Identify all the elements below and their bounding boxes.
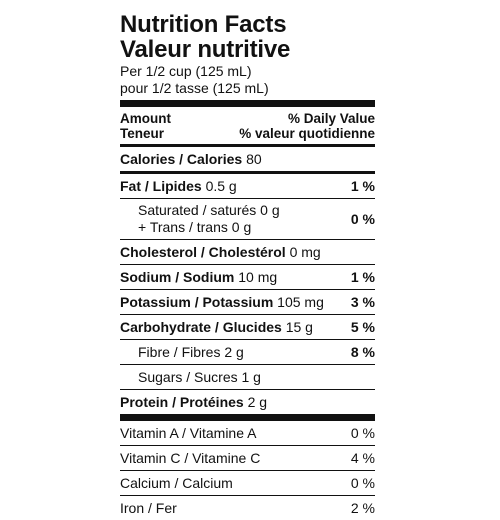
fat-daily-value: 1 %: [350, 178, 375, 194]
carbohydrate-label: Carbohydrate / Glucides: [120, 319, 282, 335]
potassium-row: Potassium / Potassium 105 mg 3 %: [120, 290, 375, 314]
protein-row: Protein / Protéines 2 g: [120, 390, 375, 414]
protein-amount: 2 g: [247, 394, 268, 410]
divider: [120, 171, 375, 174]
fibre-row: Fibre / Fibres 2 g 8 %: [120, 340, 375, 364]
divider: [120, 198, 375, 199]
serving-size-french: pour 1/2 tasse (125 mL): [120, 80, 269, 96]
title-english: Nutrition Facts: [120, 11, 287, 38]
fat-amount: 0.5 g: [205, 178, 237, 194]
fibre-daily-value: 8 %: [350, 344, 375, 360]
saturated-trans-daily-value: 0 %: [350, 211, 375, 227]
carbohydrate-daily-value: 5 %: [350, 319, 375, 335]
vitamin-c-label: Vitamin C / Vitamine C: [120, 450, 261, 466]
sugars-label: Sugars / Sucres: [138, 369, 238, 385]
protein-label: Protein / Protéines: [120, 394, 244, 410]
calcium-daily-value: 0 %: [350, 475, 375, 491]
sodium-label: Sodium / Sodium: [120, 269, 235, 285]
divider: [120, 364, 375, 365]
serving-size-english: Per 1/2 cup (125 mL): [120, 63, 252, 79]
title-french: Valeur nutritive: [120, 36, 291, 63]
divider: [120, 289, 375, 290]
nutrition-facts-label: Nutrition Facts Valeur nutritive Per 1/2…: [120, 12, 375, 520]
sugars-row: Sugars / Sucres 1 g: [120, 365, 375, 389]
amount-header: Amount Teneur: [120, 111, 171, 141]
trans-fat-label: + Trans / trans 0 g: [138, 219, 252, 235]
calories-row: Calories / Calories 80: [120, 147, 375, 171]
vitamin-a-row: Vitamin A / Vitamine A 0 %: [120, 421, 375, 445]
sugars-amount: 1 g: [241, 369, 261, 385]
daily-value-header-french: % valeur quotidienne: [239, 126, 375, 141]
potassium-label: Potassium / Potassium: [120, 294, 274, 310]
carbohydrate-amount: 15 g: [285, 319, 313, 335]
saturated-trans-row: Saturated / saturés 0 g + Trans / trans …: [120, 199, 375, 239]
fibre-amount: 2 g: [224, 344, 244, 360]
cholesterol-row: Cholesterol / Cholestérol 0 mg: [120, 240, 375, 264]
amount-header-french: Teneur: [120, 126, 165, 141]
divider: [120, 144, 375, 147]
vitamin-c-daily-value: 4 %: [350, 450, 375, 466]
fat-row: Fat / Lipides 0.5 g 1 %: [120, 174, 375, 198]
divider: [120, 389, 375, 390]
calories-amount: 80: [246, 151, 262, 167]
divider: [120, 470, 375, 471]
vitamin-a-label: Vitamin A / Vitamine A: [120, 425, 257, 441]
amount-header-english: Amount: [120, 111, 171, 126]
fibre-label: Fibre / Fibres: [138, 344, 221, 360]
fat-label: Fat / Lipides: [120, 178, 202, 194]
cholesterol-amount: 0 mg: [289, 244, 321, 260]
divider: [120, 314, 375, 315]
vitamin-a-daily-value: 0 %: [350, 425, 375, 441]
divider: [120, 445, 375, 446]
potassium-amount: 105 mg: [277, 294, 324, 310]
thick-divider: [120, 414, 375, 421]
sodium-daily-value: 1 %: [350, 269, 375, 285]
saturated-fat-label: Saturated / saturés 0 g: [138, 202, 280, 218]
divider: [120, 239, 375, 240]
divider: [120, 339, 375, 340]
calories-label: Calories / Calories: [120, 151, 243, 167]
potassium-daily-value: 3 %: [350, 294, 375, 310]
daily-value-header: % Daily Value % valeur quotidienne: [239, 111, 375, 141]
iron-daily-value: 2 %: [350, 500, 375, 516]
cholesterol-label: Cholesterol / Cholestérol: [120, 244, 286, 260]
divider: [120, 495, 375, 496]
carbohydrate-row: Carbohydrate / Glucides 15 g 5 %: [120, 315, 375, 339]
calcium-row: Calcium / Calcium 0 %: [120, 471, 375, 495]
sodium-row: Sodium / Sodium 10 mg 1 %: [120, 265, 375, 289]
divider: [120, 264, 375, 265]
sodium-amount: 10 mg: [238, 269, 278, 285]
thick-divider: [120, 100, 375, 107]
iron-label: Iron / Fer: [120, 500, 177, 516]
daily-value-header-english: % Daily Value: [287, 111, 375, 126]
vitamin-c-row: Vitamin C / Vitamine C 4 %: [120, 446, 375, 470]
calcium-label: Calcium / Calcium: [120, 475, 233, 491]
column-header: Amount Teneur % Daily Value % valeur quo…: [120, 107, 375, 144]
